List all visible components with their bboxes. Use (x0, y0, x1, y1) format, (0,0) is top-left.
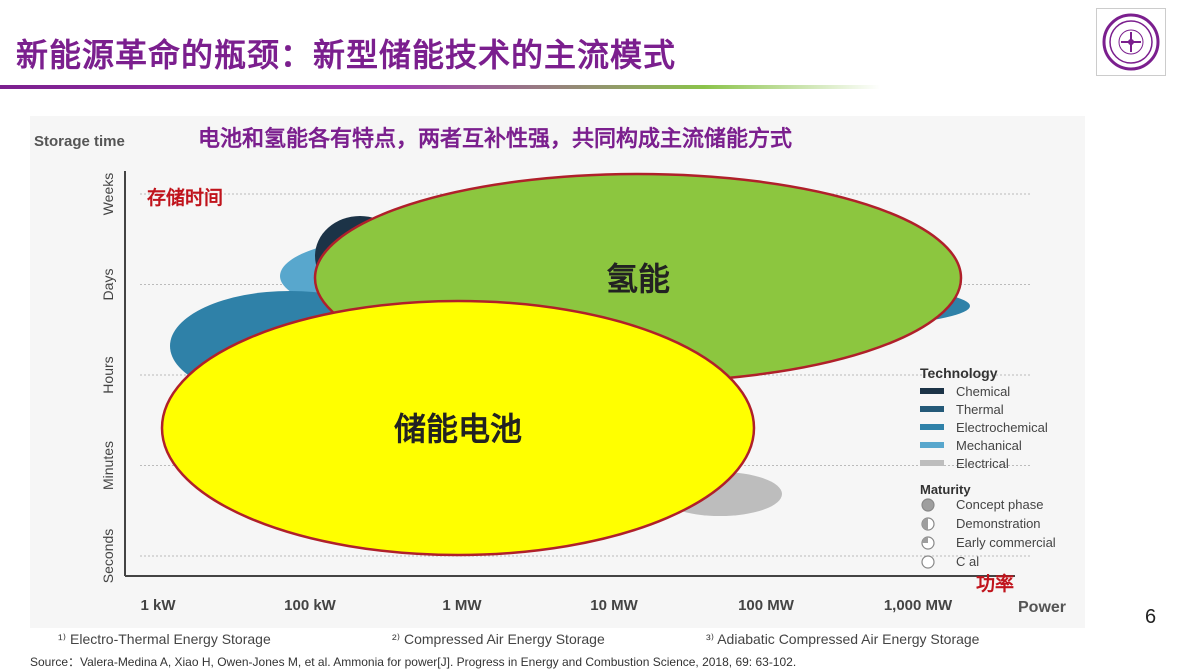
slide-title: 新能源革命的瓶颈：新型储能技术的主流模式 (16, 36, 677, 74)
y-tick-label: Minutes (100, 441, 116, 490)
x-tick-label: 1 kW (140, 597, 176, 614)
x-tick-label: 100 MW (738, 597, 795, 614)
legend-maturity-label: Early commercial (956, 535, 1056, 550)
maturity-icon (921, 555, 935, 569)
maturity-icon-fill (922, 537, 928, 543)
chart-headline: 电池和氢能各有特点，两者互补性强，共同构成主流储能方式 (198, 126, 792, 151)
legend-maturity-label: Demonstration (956, 516, 1041, 531)
storage-chart: Seconds Minutes Hours Days Weeks 1 kW 100 kW 1 … (30, 116, 1085, 647)
footnote-2: ²⁾ Compressed Air Energy Storage (392, 631, 605, 647)
x-tick-label: 1 MW (442, 597, 482, 614)
source-citation: Source：Valera-Medina A, Xiao H, Owen-Jon… (30, 655, 797, 669)
legend-maturity-label: C al (956, 554, 979, 569)
y-tick-label: Hours (100, 356, 116, 393)
legend-swatch-electrochemical (920, 424, 944, 430)
x-tick-label: 1,000 MW (884, 597, 953, 614)
y-tick-label: Days (100, 269, 116, 301)
legend-maturity-title: Maturity (920, 482, 971, 497)
legend-maturity-label: Concept phase (956, 497, 1043, 512)
legend-label-chemical: Chemical (956, 384, 1010, 399)
slide-number: 6 (1145, 606, 1157, 628)
battery-region-label: 储能电池 (394, 411, 522, 447)
legend-label-electrical: Electrical (956, 456, 1009, 471)
y-axis-title: Storage time (34, 133, 125, 150)
legend-label-electrochemical: Electrochemical (956, 420, 1048, 435)
legend-label-thermal: Thermal (956, 402, 1004, 417)
hydrogen-region-label: 氢能 (606, 261, 670, 297)
legend-swatch-chemical (920, 388, 944, 394)
maturity-icon-fill (922, 518, 928, 530)
title-divider (0, 85, 880, 89)
legend-swatch-thermal (920, 406, 944, 412)
y-tick-label: Seconds (100, 529, 116, 583)
y-tick-label: Weeks (100, 173, 116, 216)
y-annotation: 存储时间 (147, 186, 223, 209)
x-tick-label: 100 kW (284, 597, 337, 614)
legend-swatch-mechanical (920, 442, 944, 448)
x-annotation: 功率 (976, 572, 1014, 595)
footnote-3: ³⁾ Adiabatic Compressed Air Energy Stora… (706, 631, 980, 647)
battery-region (160, 299, 756, 557)
footnote-1: ¹⁾ Electro-Thermal Energy Storage (58, 631, 271, 647)
storage-chart-svg: Seconds Minutes Hours Days Weeks 1 kW 100 kW 1 … (34, 126, 1066, 647)
x-tick-label: 10 MW (590, 597, 638, 614)
legend-technology-title: Technology (920, 365, 998, 381)
university-logo (1096, 8, 1166, 76)
x-axis-title: Power (1018, 599, 1066, 616)
legend-label-mechanical: Mechanical (956, 438, 1022, 453)
legend-swatch-electrical (920, 460, 944, 466)
maturity-icon (921, 498, 935, 512)
